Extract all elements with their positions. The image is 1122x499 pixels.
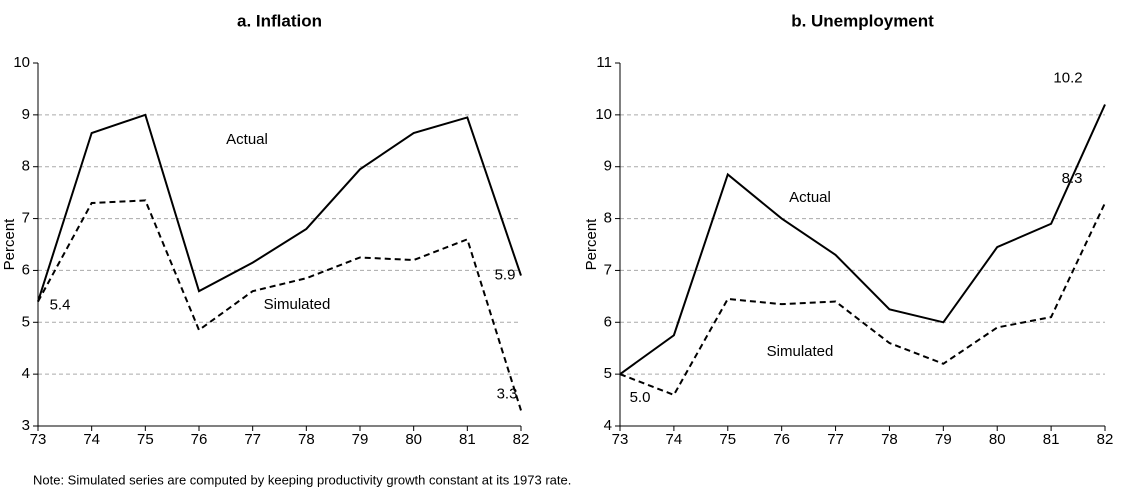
y-tick-label: 8	[22, 158, 30, 175]
value-label: 3.3	[497, 385, 518, 402]
series-label: Actual	[226, 131, 268, 148]
line-series	[619, 202, 1106, 397]
series-label: Simulated	[767, 343, 834, 360]
y-tick-label: 9	[22, 106, 30, 123]
x-tick-label: 73	[612, 431, 629, 448]
x-tick-label: 77	[244, 431, 261, 448]
x-tick-label: 80	[989, 431, 1006, 448]
y-tick-label: 7	[22, 210, 30, 227]
x-tick-label: 74	[83, 431, 100, 448]
y-tick-label: 4	[604, 417, 612, 434]
x-tick-label: 76	[191, 431, 208, 448]
x-tick-label: 73	[30, 431, 47, 448]
x-tick-label: 76	[773, 431, 790, 448]
y-tick-label: 4	[22, 365, 30, 382]
y-tick-label: 9	[604, 158, 612, 175]
x-tick-label: 80	[405, 431, 422, 448]
value-label: 5.4	[50, 297, 71, 314]
x-tick-label: 77	[827, 431, 844, 448]
y-tick-label: 8	[604, 210, 612, 227]
y-axis-label: Percent	[1, 218, 18, 271]
x-tick-label: 74	[666, 431, 683, 448]
y-tick-label: 5	[604, 365, 612, 382]
y-tick-label: 5	[22, 313, 30, 330]
series-label: Simulated	[264, 296, 331, 313]
x-tick-label: 79	[352, 431, 369, 448]
x-tick-label: 75	[719, 431, 736, 448]
y-tick-label: 3	[22, 417, 30, 434]
y-tick-label: 10	[595, 106, 612, 123]
line-series	[37, 199, 522, 411]
chart-title: b. Unemployment	[791, 11, 934, 30]
note: Note: Simulated series are computed by k…	[33, 472, 571, 487]
line-series	[619, 104, 1106, 375]
y-tick-label: 10	[13, 54, 30, 71]
value-label: 10.2	[1053, 69, 1082, 86]
y-tick-label: 6	[22, 261, 30, 278]
y-axis-label: Percent	[583, 218, 600, 271]
series-label: Actual	[789, 189, 831, 206]
x-tick-label: 78	[298, 431, 315, 448]
y-tick-label: 7	[604, 261, 612, 278]
line-series	[37, 113, 522, 302]
x-tick-label: 81	[1043, 431, 1060, 448]
x-tick-label: 75	[137, 431, 154, 448]
value-label: 5.0	[630, 389, 651, 406]
x-tick-label: 82	[1097, 431, 1114, 448]
value-label: 8.3	[1062, 170, 1083, 187]
y-tick-label: 6	[604, 313, 612, 330]
chart-title: a. Inflation	[237, 11, 322, 30]
value-label: 5.9	[495, 267, 516, 284]
x-tick-label: 82	[513, 431, 530, 448]
x-tick-label: 78	[881, 431, 898, 448]
x-tick-label: 79	[935, 431, 952, 448]
x-tick-label: 81	[459, 431, 476, 448]
y-tick-label: 11	[596, 54, 612, 71]
